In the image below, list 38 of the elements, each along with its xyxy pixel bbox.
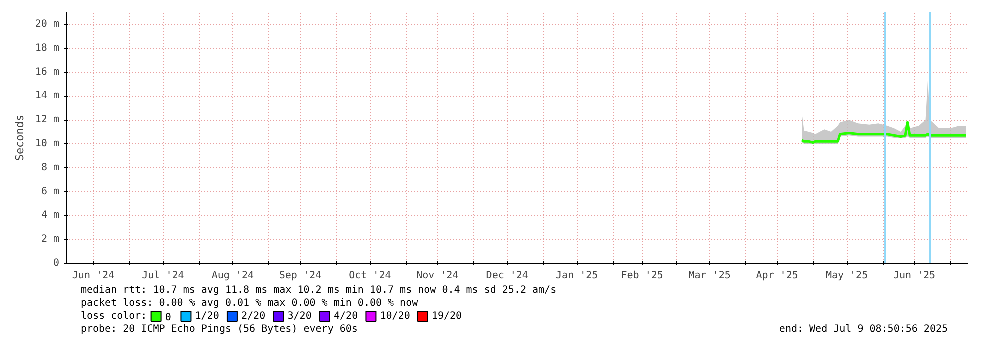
- legend-label: 19/20: [432, 311, 462, 322]
- y-tick-label: 4 m: [41, 210, 60, 222]
- x-tick-label: Sep '24: [279, 270, 322, 282]
- x-tick-label: Mar '25: [688, 270, 731, 282]
- x-tick-label: Apr '25: [756, 270, 798, 282]
- x-tick-label: May '25: [826, 270, 868, 282]
- y-tick-label: 18 m: [35, 42, 60, 54]
- legend-label: 0: [165, 312, 172, 324]
- y-tick-label: 10 m: [35, 138, 60, 150]
- y-tick-label: 14 m: [35, 90, 60, 102]
- text: end: Wed Jul 9 08:50:56 2025: [779, 324, 948, 335]
- legend-label: 3/20: [288, 311, 312, 322]
- x-tick-label: Oct '24: [349, 270, 392, 282]
- text: packet loss: 0.00 % avg 0.01 % max 0.00 % min 0.00 % now: [80, 298, 420, 309]
- x-tick-label: Jan '25: [556, 270, 598, 282]
- y-tick-label: 2 m: [41, 234, 60, 246]
- y-tick-label: 12 m: [35, 114, 60, 126]
- legend-label: 2/20: [242, 311, 266, 322]
- x-tick-label: Aug '24: [212, 270, 254, 282]
- line-series: [800, 121, 968, 144]
- x-tick-label: Dec '24: [486, 270, 528, 282]
- x-tick-label: Jul '24: [142, 270, 184, 282]
- legend-label: 10/20: [380, 311, 410, 322]
- legend-label: 4/20: [334, 311, 358, 322]
- y-tick-label: 20 m: [35, 18, 60, 30]
- text: median rtt: 10.7 ms avg 11.8 ms max 10.2 ms min 10.7 ms now 0.4 ms sd 25.2 am/s: [80, 285, 557, 296]
- y-tick-label: 0: [53, 258, 60, 269]
- x-tick-label: Jun '24: [72, 270, 115, 282]
- x-tick-label: Nov '24: [416, 270, 459, 282]
- legend-title: loss color:: [80, 311, 148, 322]
- legend-label: 1/20: [195, 311, 220, 322]
- y-tick-label: 8 m: [41, 162, 60, 174]
- x-tick-label: Jun '25: [893, 270, 936, 282]
- y-axis-title: Seconds: [13, 114, 26, 162]
- y-tick-label: 16 m: [35, 66, 60, 78]
- x-tick-label: Feb '25: [621, 270, 664, 282]
- text: probe: 20 ICMP Echo Pings (56 Bytes) every 60s: [80, 324, 358, 335]
- y-tick-label: 6 m: [41, 186, 60, 198]
